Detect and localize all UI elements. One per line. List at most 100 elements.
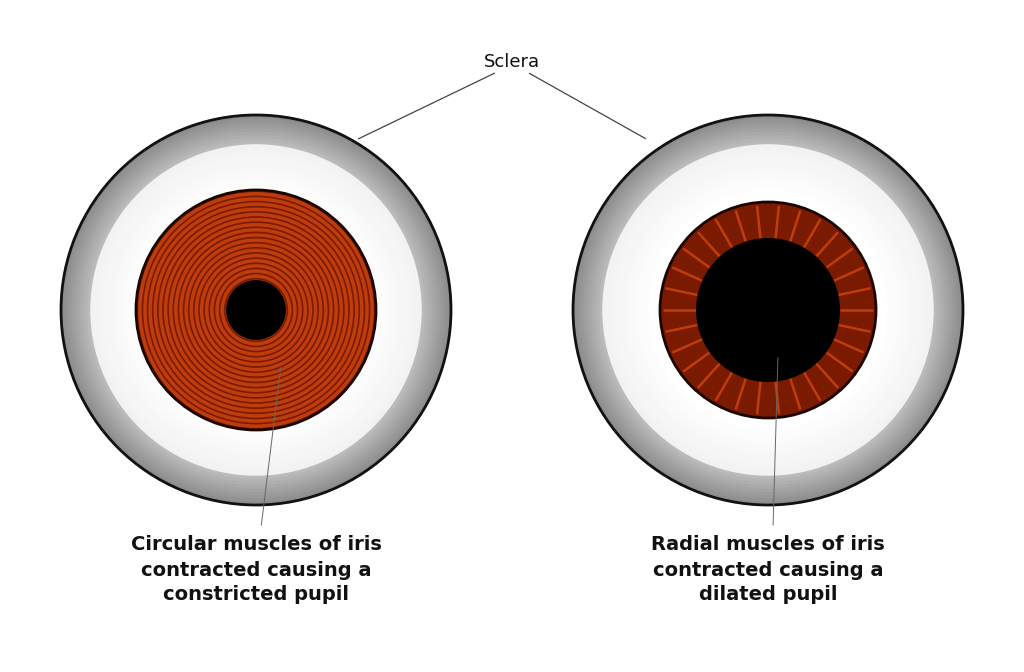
Ellipse shape — [577, 118, 959, 502]
Ellipse shape — [696, 239, 840, 382]
Ellipse shape — [671, 212, 865, 407]
Ellipse shape — [90, 144, 422, 476]
Ellipse shape — [152, 206, 360, 414]
Ellipse shape — [703, 245, 833, 375]
Circle shape — [226, 280, 286, 340]
Ellipse shape — [602, 144, 934, 476]
Ellipse shape — [81, 134, 431, 485]
Ellipse shape — [635, 177, 901, 444]
Ellipse shape — [596, 138, 940, 482]
Ellipse shape — [253, 306, 259, 313]
Text: Circular muscles of iris
contracted causing a
constricted pupil: Circular muscles of iris contracted caus… — [131, 536, 381, 605]
Ellipse shape — [100, 154, 412, 466]
Ellipse shape — [87, 141, 425, 479]
Ellipse shape — [699, 242, 837, 378]
Ellipse shape — [758, 300, 778, 320]
Ellipse shape — [217, 271, 295, 349]
Ellipse shape — [644, 187, 892, 433]
Ellipse shape — [226, 281, 286, 339]
Ellipse shape — [204, 258, 308, 362]
Ellipse shape — [139, 193, 373, 427]
Ellipse shape — [145, 200, 367, 421]
Ellipse shape — [674, 216, 862, 405]
Ellipse shape — [168, 222, 344, 398]
Ellipse shape — [651, 193, 885, 427]
Ellipse shape — [641, 183, 895, 437]
Ellipse shape — [608, 151, 928, 469]
Ellipse shape — [687, 228, 849, 391]
Ellipse shape — [612, 154, 924, 466]
Ellipse shape — [142, 196, 370, 424]
Ellipse shape — [110, 164, 402, 456]
Ellipse shape — [230, 284, 282, 336]
Ellipse shape — [246, 300, 266, 320]
Text: Sclera: Sclera — [484, 53, 540, 71]
Ellipse shape — [648, 190, 888, 430]
Ellipse shape — [660, 203, 876, 417]
Ellipse shape — [187, 242, 325, 378]
Ellipse shape — [240, 294, 272, 326]
Ellipse shape — [749, 290, 787, 329]
Ellipse shape — [220, 274, 292, 346]
Ellipse shape — [765, 306, 771, 313]
Ellipse shape — [629, 170, 907, 450]
Ellipse shape — [690, 232, 846, 388]
Ellipse shape — [237, 290, 275, 329]
Ellipse shape — [680, 222, 856, 398]
Ellipse shape — [762, 304, 774, 317]
Ellipse shape — [710, 251, 826, 368]
Ellipse shape — [233, 287, 279, 333]
Ellipse shape — [723, 265, 813, 355]
Text: Radial muscles of iris
contracted causing a
dilated pupil: Radial muscles of iris contracted causin… — [651, 536, 885, 605]
Ellipse shape — [136, 190, 376, 430]
Ellipse shape — [580, 122, 956, 499]
Ellipse shape — [668, 209, 868, 411]
Ellipse shape — [126, 180, 386, 440]
Ellipse shape — [84, 138, 428, 482]
Ellipse shape — [755, 297, 781, 323]
Ellipse shape — [191, 245, 321, 375]
Ellipse shape — [716, 258, 820, 362]
Ellipse shape — [677, 219, 859, 401]
Ellipse shape — [162, 216, 350, 405]
Ellipse shape — [211, 265, 301, 355]
Ellipse shape — [165, 219, 347, 401]
Ellipse shape — [68, 122, 444, 499]
Ellipse shape — [103, 157, 409, 463]
Ellipse shape — [223, 278, 289, 343]
Ellipse shape — [732, 274, 804, 346]
Ellipse shape — [156, 209, 356, 411]
Ellipse shape — [171, 226, 341, 394]
Ellipse shape — [719, 261, 817, 359]
Ellipse shape — [184, 239, 328, 382]
Ellipse shape — [589, 131, 947, 489]
Ellipse shape — [726, 267, 810, 352]
Ellipse shape — [123, 177, 389, 444]
Ellipse shape — [683, 226, 853, 394]
Ellipse shape — [657, 200, 879, 421]
Ellipse shape — [742, 284, 794, 336]
Ellipse shape — [71, 125, 441, 495]
Ellipse shape — [120, 173, 392, 446]
Ellipse shape — [74, 128, 438, 492]
Ellipse shape — [117, 170, 395, 450]
Ellipse shape — [250, 304, 262, 317]
Ellipse shape — [713, 255, 823, 366]
Ellipse shape — [622, 164, 914, 456]
Ellipse shape — [93, 147, 419, 472]
Ellipse shape — [664, 206, 872, 414]
Ellipse shape — [159, 212, 353, 407]
Ellipse shape — [178, 232, 334, 388]
Ellipse shape — [660, 202, 876, 418]
Ellipse shape — [61, 115, 451, 505]
Circle shape — [696, 238, 840, 382]
Ellipse shape — [638, 180, 898, 440]
Ellipse shape — [738, 281, 798, 339]
Ellipse shape — [586, 128, 950, 492]
Ellipse shape — [693, 235, 843, 385]
Ellipse shape — [181, 235, 331, 385]
Ellipse shape — [605, 147, 931, 472]
Ellipse shape — [132, 187, 380, 433]
Ellipse shape — [201, 255, 311, 366]
Ellipse shape — [752, 294, 784, 326]
